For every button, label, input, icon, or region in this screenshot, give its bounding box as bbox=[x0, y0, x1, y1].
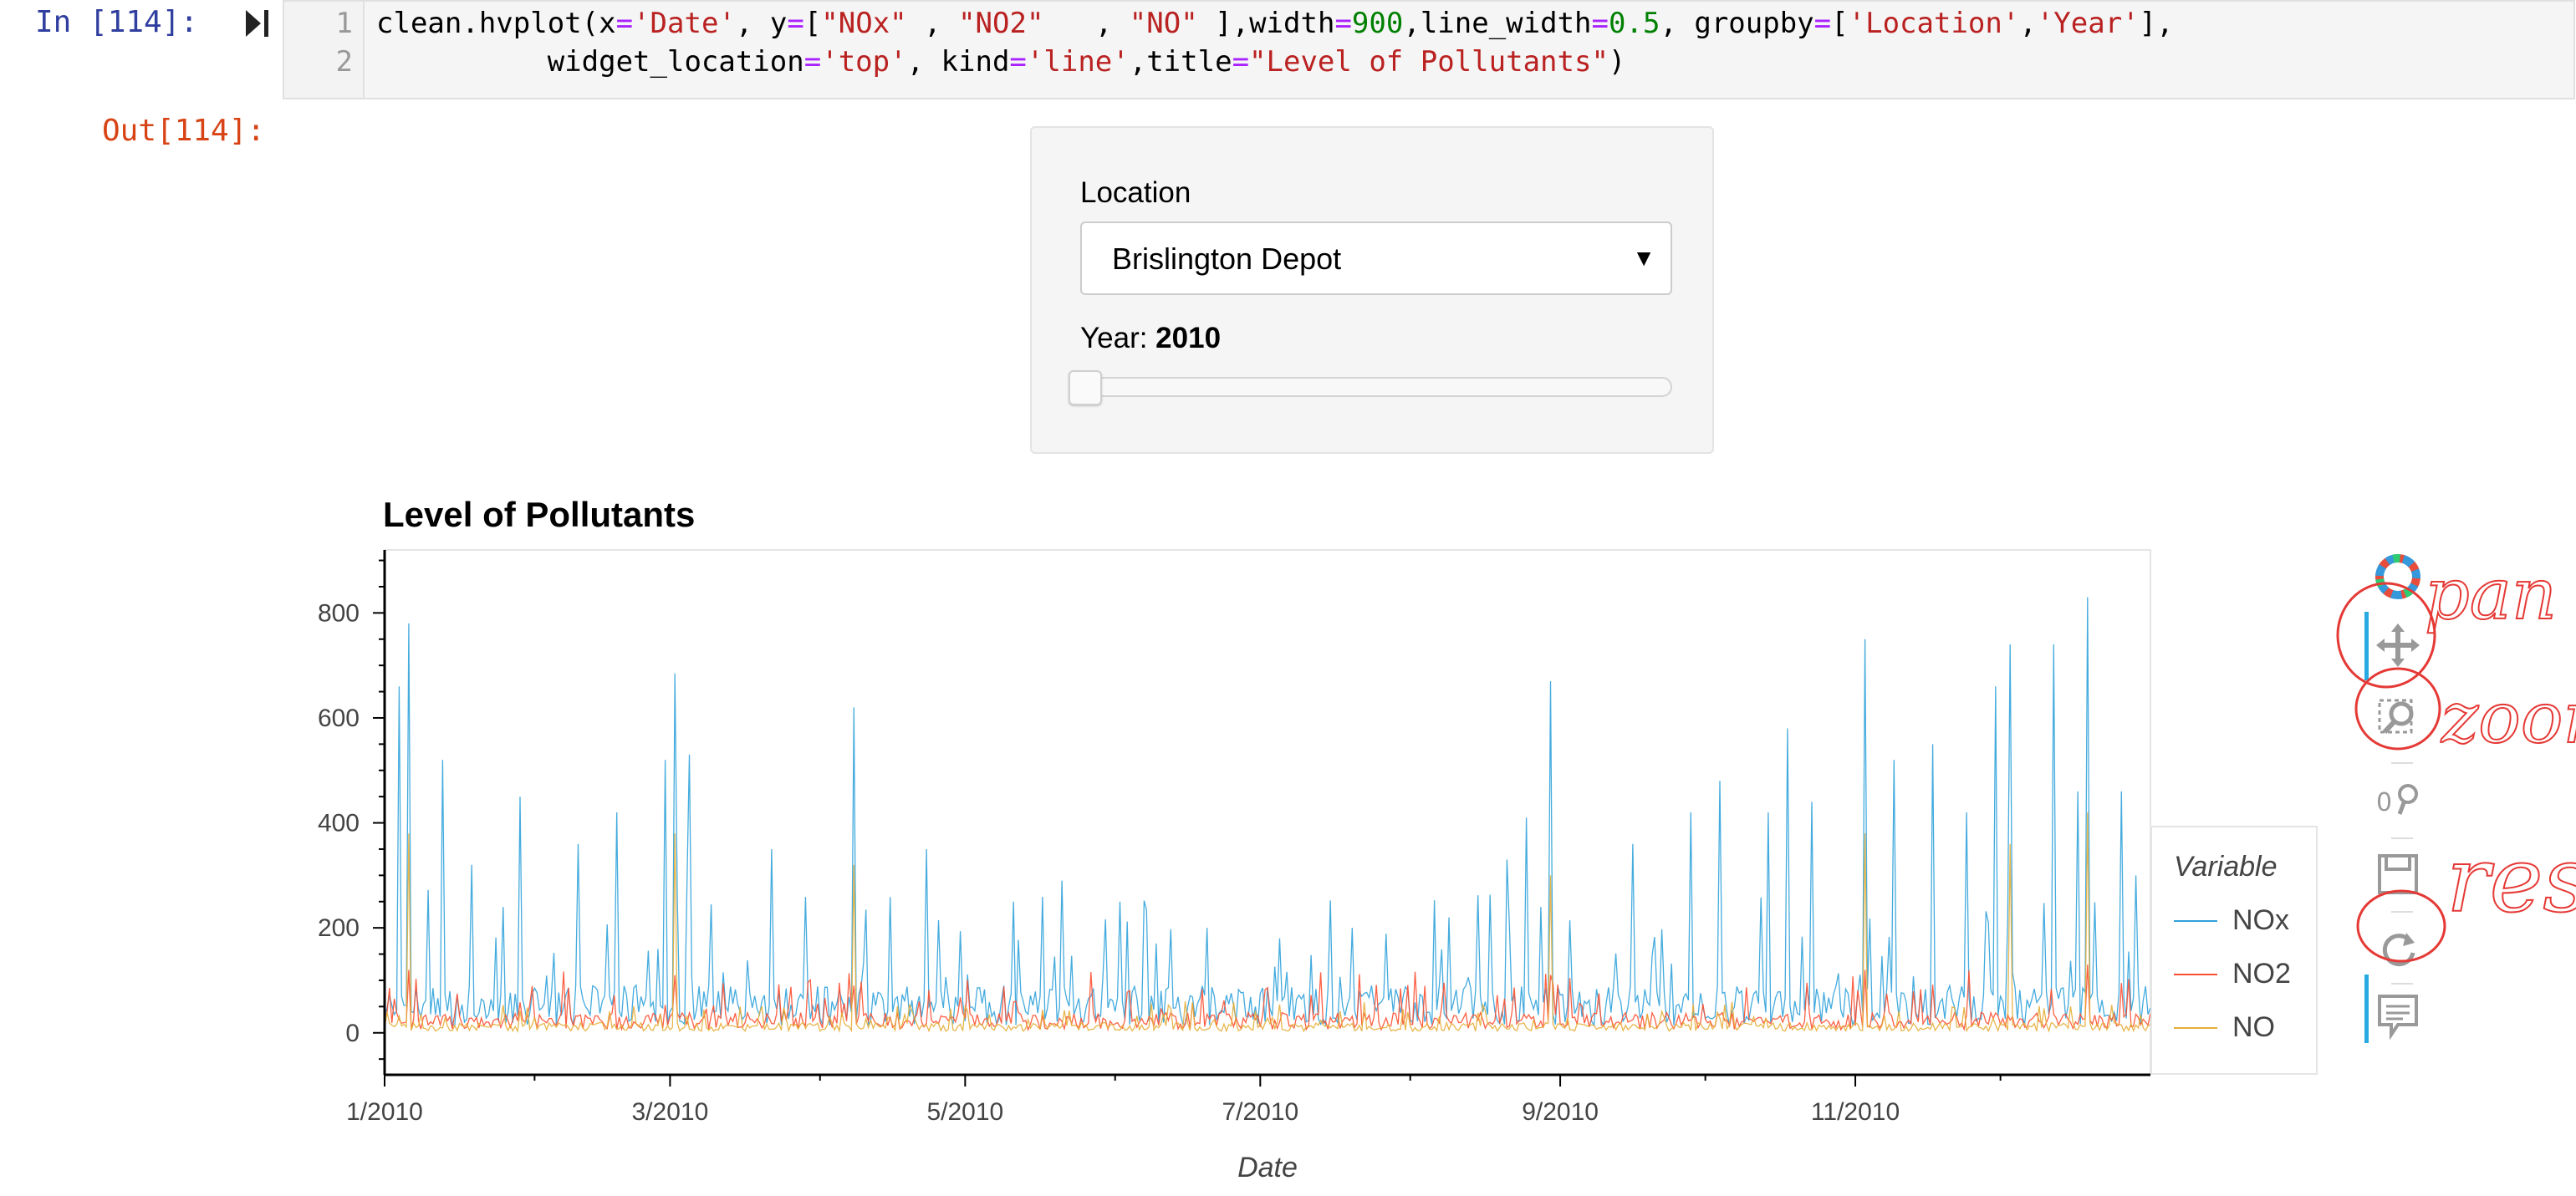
legend-swatch bbox=[2174, 974, 2217, 975]
toolbar-separator bbox=[2391, 762, 2413, 764]
line-number: 2 bbox=[335, 45, 353, 79]
legend-label: NO bbox=[2232, 1011, 2275, 1043]
code-token: [ bbox=[803, 7, 822, 40]
code-token: = bbox=[615, 7, 634, 40]
x-tick-label: 11/2010 bbox=[1811, 1098, 1900, 1126]
toolbar-separator bbox=[2391, 983, 2413, 985]
reset-icon[interactable] bbox=[2373, 923, 2423, 973]
legend: Variable NOx NO2 NO bbox=[2150, 826, 2318, 1075]
code-token: = bbox=[1334, 7, 1352, 40]
code-token: [ bbox=[1831, 7, 1849, 40]
toolbar-separator bbox=[2391, 911, 2413, 913]
code-token: clean.hvplot(x bbox=[376, 7, 616, 40]
code-token: , groupby bbox=[1660, 7, 1814, 40]
wheel-zoom-icon[interactable]: 0 bbox=[2373, 776, 2423, 826]
legend-title: Variable bbox=[2174, 851, 2278, 883]
code-token: 'Year' bbox=[2036, 7, 2140, 40]
code-token: , bbox=[1043, 7, 1130, 40]
code-token: , bbox=[906, 7, 959, 40]
toolbar-separator bbox=[2391, 837, 2413, 839]
x-tick-label: 5/2010 bbox=[926, 1098, 1003, 1126]
dropdown-arrow-icon: ▼ bbox=[1632, 245, 1655, 271]
code-token: ],width bbox=[1197, 7, 1335, 40]
code-token: , bbox=[2019, 7, 2037, 40]
code-token: = bbox=[1232, 45, 1250, 79]
year-label-text: Year: bbox=[1080, 322, 1156, 354]
code-token: = bbox=[1009, 45, 1027, 79]
code-token: 'top' bbox=[821, 45, 907, 79]
code-token: "NO2" bbox=[958, 7, 1044, 40]
series-line-no2 bbox=[384, 964, 2151, 1032]
code-token: , y bbox=[735, 7, 788, 40]
code-token: ) bbox=[1608, 45, 1626, 79]
code-token: 900 bbox=[1351, 7, 1404, 40]
x-tick-label: 7/2010 bbox=[1222, 1098, 1298, 1126]
code-token: "NO" bbox=[1129, 7, 1198, 40]
save-icon[interactable] bbox=[2373, 849, 2423, 899]
code-token: ,line_width bbox=[1403, 7, 1592, 40]
x-tick-label: 9/2010 bbox=[1522, 1098, 1599, 1126]
legend-label: NOx bbox=[2232, 904, 2289, 936]
run-cell-icon[interactable] bbox=[242, 7, 273, 40]
x-tick-label: 1/2010 bbox=[346, 1098, 423, 1126]
widget-panel: Location Brislington Depot ▼ Year: 2010 bbox=[1030, 126, 1714, 454]
line-number: 1 bbox=[335, 7, 353, 40]
bokeh-logo-icon[interactable] bbox=[2373, 552, 2423, 602]
pan-icon[interactable] bbox=[2373, 620, 2423, 670]
y-tick-label: 0 bbox=[345, 1020, 360, 1047]
box-zoom-icon[interactable] bbox=[2373, 694, 2423, 744]
year-label: Year: 2010 bbox=[1080, 322, 1221, 355]
series-line-no bbox=[384, 812, 2151, 1033]
code-token: 0.5 bbox=[1609, 7, 1660, 40]
series-layer bbox=[384, 597, 2151, 1033]
location-selected-value: Brislington Depot bbox=[1112, 242, 1342, 276]
chart-title: Level of Pollutants bbox=[383, 495, 696, 534]
code-token: ,title bbox=[1129, 45, 1232, 79]
line-number-gutter: 1 2 bbox=[284, 2, 365, 98]
legend-swatch bbox=[2174, 1027, 2217, 1029]
code-token: = bbox=[1591, 7, 1609, 40]
location-label: Location bbox=[1080, 176, 1191, 209]
code-token: 'Location' bbox=[1848, 7, 2020, 40]
legend-swatch bbox=[2174, 920, 2217, 922]
year-slider-handle[interactable] bbox=[1069, 370, 1102, 405]
output-prompt: Out[114]: bbox=[102, 114, 266, 148]
y-tick-label: 400 bbox=[318, 810, 360, 837]
input-prompt: In [114]: bbox=[35, 5, 199, 39]
code-token: = bbox=[787, 7, 804, 40]
year-slider-track[interactable] bbox=[1080, 377, 1672, 397]
code-token: = bbox=[1813, 7, 1832, 40]
code-line[interactable]: widget_location='top', kind='line',title… bbox=[376, 45, 1626, 79]
code-token: widget_location bbox=[376, 45, 804, 79]
x-axis-label: Date bbox=[1237, 1152, 1298, 1183]
code-line[interactable]: clean.hvplot(x='Date', y=["NOx" , "NO2" … bbox=[376, 7, 2174, 40]
code-token: "Level of Pollutants" bbox=[1249, 45, 1609, 79]
code-token: 'line' bbox=[1026, 45, 1130, 79]
hover-icon[interactable] bbox=[2373, 990, 2423, 1040]
y-tick-label: 200 bbox=[318, 914, 360, 942]
year-value: 2010 bbox=[1155, 322, 1222, 354]
y-tick-label: 800 bbox=[318, 599, 360, 627]
code-token: = bbox=[803, 45, 822, 79]
x-tick-label: 3/2010 bbox=[632, 1098, 709, 1126]
location-select[interactable]: Brislington Depot ▼ bbox=[1080, 221, 1672, 295]
code-editor[interactable]: 1 2 clean.hvplot(x='Date', y=["NOx" , "N… bbox=[283, 0, 2575, 99]
plot-toolbar: 0 bbox=[2358, 543, 2441, 1061]
y-tick-label: 600 bbox=[318, 705, 360, 732]
active-tool-indicator bbox=[2364, 612, 2369, 680]
svg-text:0: 0 bbox=[2376, 788, 2392, 817]
axes-layer: 0 200 400 600 800 1/2010 3/2010 5/2010 7/2010 9/2… bbox=[318, 550, 2150, 1126]
code-token: , kind bbox=[906, 45, 1010, 79]
legend-label: NO2 bbox=[2232, 958, 2291, 990]
code-token: ], bbox=[2139, 7, 2174, 40]
active-tool-indicator bbox=[2364, 975, 2369, 1043]
code-token: "NOx" bbox=[821, 7, 907, 40]
code-token: 'Date' bbox=[633, 7, 736, 40]
